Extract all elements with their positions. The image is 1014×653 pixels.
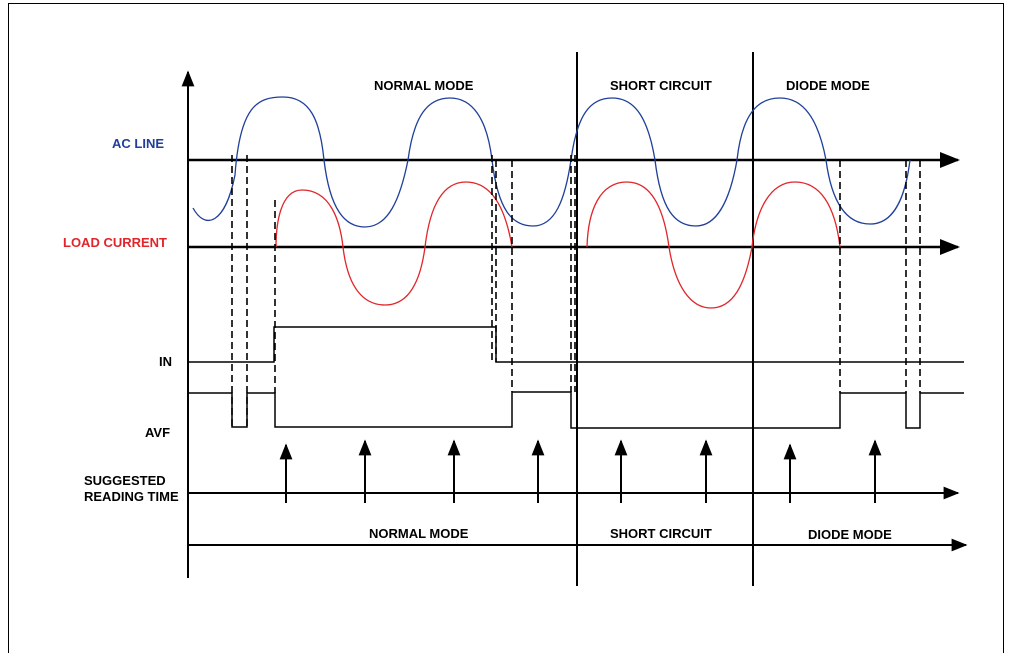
top-short-circuit-label: SHORT CIRCUIT [610, 78, 712, 93]
reading-time-arrows [279, 439, 882, 503]
in-label: IN [159, 354, 172, 369]
in-signal [188, 326, 964, 363]
reading-time-label: READING TIME [84, 489, 179, 504]
load-current-waveform [275, 181, 841, 309]
bottom-diode-mode-label: DIODE MODE [808, 527, 892, 542]
bottom-normal-mode-label: NORMAL MODE [369, 526, 469, 541]
suggested-label: SUGGESTED [84, 473, 166, 488]
ac-line-waveform [192, 96, 911, 228]
avf-label: AVF [145, 425, 170, 440]
figure-frame [8, 3, 1004, 653]
ac-line-label: AC LINE [112, 136, 164, 151]
load-current-label: LOAD CURRENT [63, 235, 167, 250]
avf-signal [188, 391, 964, 429]
top-normal-mode-label: NORMAL MODE [374, 78, 474, 93]
top-diode-mode-label: DIODE MODE [786, 78, 870, 93]
bottom-short-circuit-label: SHORT CIRCUIT [610, 526, 712, 541]
sync-lines [231, 155, 921, 427]
